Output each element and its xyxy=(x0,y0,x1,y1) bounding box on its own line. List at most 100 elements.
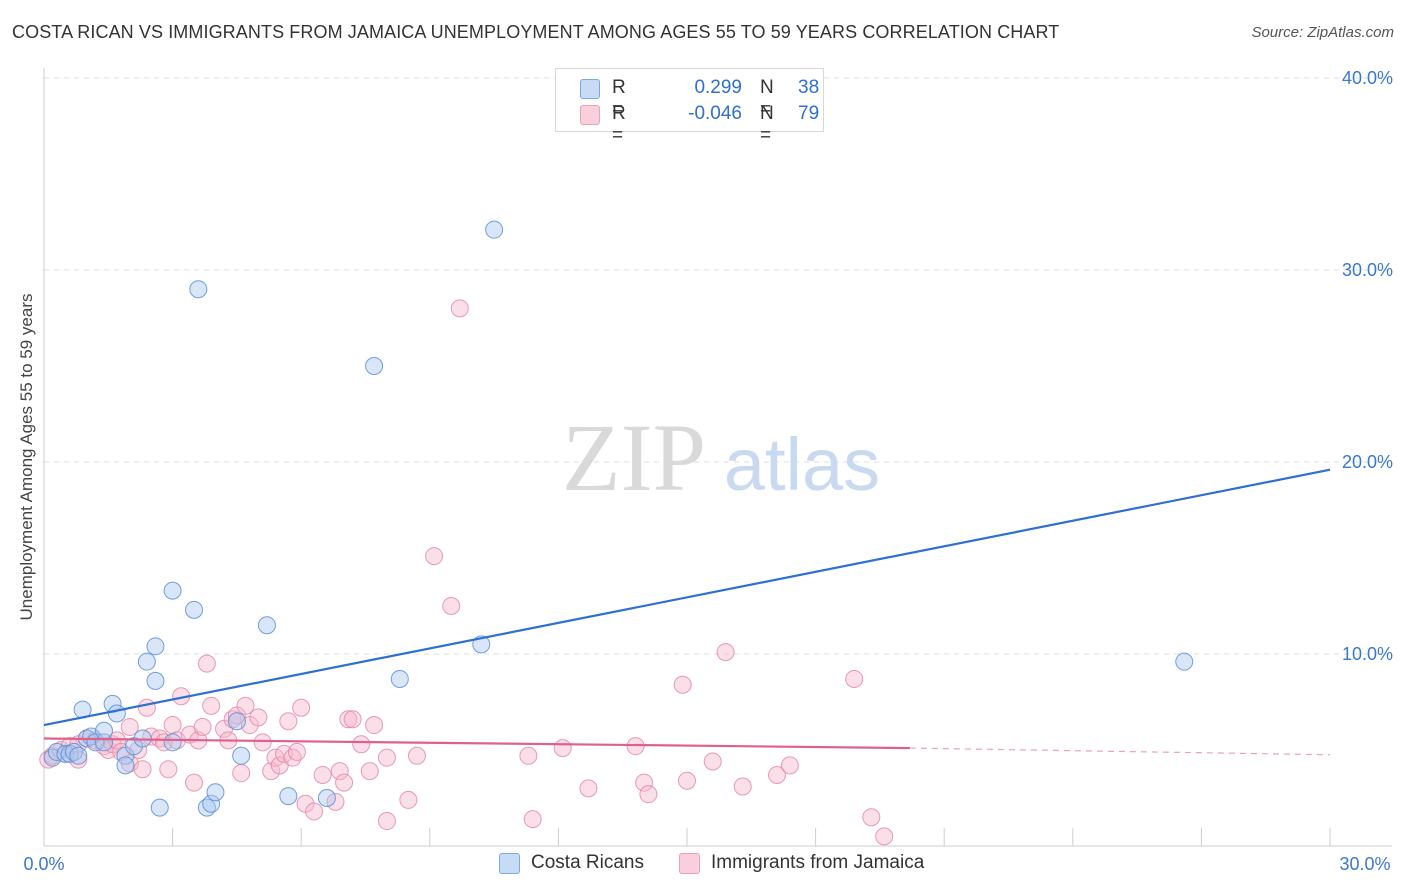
jamaica-point xyxy=(120,717,139,736)
jamaica-point xyxy=(292,698,311,717)
jamaica-point xyxy=(365,716,384,735)
jamaica-point xyxy=(845,669,864,688)
watermark-zip: ZIP xyxy=(562,404,706,511)
y-tick-label: 20.0% xyxy=(1342,452,1393,472)
jamaica-point xyxy=(425,547,444,566)
jamaica-point xyxy=(442,597,461,615)
costa-rican-point xyxy=(365,357,384,375)
costa-rican-point xyxy=(232,746,251,765)
jamaica-point xyxy=(377,748,396,767)
jamaica-point xyxy=(343,710,362,729)
bottom-legend-label: Immigrants from Jamaica xyxy=(711,852,925,873)
costa-rican-point xyxy=(317,789,336,807)
jamaica-point xyxy=(193,717,212,736)
jamaica-trend-line xyxy=(43,737,910,750)
jamaica-point xyxy=(579,779,598,798)
y-tick-label: 30.0% xyxy=(1342,260,1393,280)
jamaica-point xyxy=(159,760,178,779)
jamaica-point xyxy=(360,762,379,781)
costa-rican-point xyxy=(95,721,114,740)
legend-r-value: 0.299 xyxy=(694,77,742,98)
y-tick-label: 10.0% xyxy=(1342,644,1393,664)
grid-lines xyxy=(44,77,1392,655)
jamaica-point xyxy=(768,765,787,784)
jamaica-point xyxy=(399,790,418,809)
costa-rican-point xyxy=(485,220,504,239)
legend-r-label: R = xyxy=(612,77,626,120)
costa-rican-point xyxy=(279,787,298,806)
costa-rican-point xyxy=(206,783,225,802)
y-tick-label: 40.0% xyxy=(1342,68,1393,88)
jamaica-point xyxy=(635,773,654,792)
jamaica-point xyxy=(330,762,349,781)
watermark: ZIP atlas xyxy=(562,404,880,511)
costa-rican-point xyxy=(116,756,135,775)
jamaica-point xyxy=(236,696,255,715)
jamaica-point xyxy=(450,299,469,318)
jamaica-point xyxy=(335,773,354,792)
jamaica-point xyxy=(137,698,156,717)
legend-r-label: R = xyxy=(612,103,626,146)
y-axis-label: Unemployment Among Ages 55 to 59 years xyxy=(17,293,36,621)
jamaica-point xyxy=(232,764,251,783)
jamaica-point xyxy=(407,746,426,765)
jamaica-point xyxy=(352,735,371,754)
costa-rican-point xyxy=(163,733,182,752)
tick-labels: 10.0% 20.0% 30.0% 40.0% 0.0% 30.0% xyxy=(23,68,1393,874)
jamaica-point xyxy=(287,742,306,761)
legend-r-value: -0.046 xyxy=(688,103,742,124)
jamaica-point xyxy=(279,712,298,731)
x-tick-label: 0.0% xyxy=(23,854,64,874)
axes xyxy=(43,68,1392,847)
legend-n-value: 38 xyxy=(798,77,820,98)
jamaica-point xyxy=(523,810,542,829)
jamaica-point xyxy=(639,785,658,804)
legend-n-label: N = xyxy=(760,103,774,146)
costa-rican-point xyxy=(107,704,126,723)
costa-rican-point xyxy=(390,669,409,688)
jamaica-point xyxy=(163,716,182,735)
watermark-atlas: atlas xyxy=(724,423,880,506)
jamaica-point xyxy=(553,739,572,758)
costa-rican-point xyxy=(146,671,165,690)
jamaica-point xyxy=(253,733,272,752)
legend-swatch-pink xyxy=(580,105,600,125)
jamaica-point xyxy=(733,777,752,796)
jamaica-point xyxy=(133,760,152,779)
costa-rican-point xyxy=(227,712,246,731)
jamaica-point xyxy=(678,771,696,790)
jamaica-point xyxy=(780,756,799,775)
bottom-legend-swatch-pink xyxy=(679,853,700,874)
legend-swatch-blue xyxy=(580,79,600,99)
jamaica-point xyxy=(262,762,281,781)
jamaica-point xyxy=(202,696,221,715)
costa-rican-point xyxy=(202,794,221,813)
jamaica-point xyxy=(862,808,881,827)
jamaica-point xyxy=(673,675,692,694)
jamaica-point xyxy=(377,812,396,831)
trend-lines xyxy=(43,468,1331,756)
bottom-legend-swatch-blue xyxy=(499,853,520,874)
jamaica-point xyxy=(339,710,358,729)
costa-rican-point xyxy=(146,637,165,656)
jamaica-point xyxy=(703,752,722,771)
chart-title: COSTA RICAN VS IMMIGRANTS FROM JAMAICA U… xyxy=(12,22,1060,42)
legend-n-value: 79 xyxy=(798,103,820,124)
jamaica-point xyxy=(519,746,538,765)
jamaica-point xyxy=(197,654,216,673)
costa-rican-point xyxy=(1175,652,1194,671)
source-label: Source: ZipAtlas.com xyxy=(1251,24,1394,41)
jamaica-point xyxy=(716,643,735,662)
bottom-legend-label: Costa Ricans xyxy=(531,852,644,873)
costa-rican-point xyxy=(185,600,204,619)
costa-rican-point xyxy=(137,652,156,671)
costa-rican-point xyxy=(69,746,88,765)
jamaica-point xyxy=(305,802,324,821)
costa-rican-trend-line xyxy=(43,468,1331,727)
jamaica-point xyxy=(313,765,332,784)
jamaica-point xyxy=(326,792,345,811)
jamaica-point xyxy=(249,708,268,727)
costa-rican-point xyxy=(257,616,276,635)
costa-rican-point xyxy=(189,280,208,299)
